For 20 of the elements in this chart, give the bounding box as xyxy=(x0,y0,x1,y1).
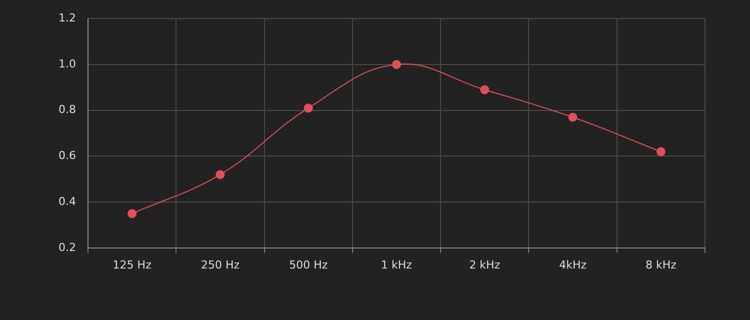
y-tick-label: 1.0 xyxy=(58,57,76,70)
point xyxy=(656,147,666,156)
x-tick-label: 125 Hz xyxy=(112,258,152,272)
x-tick-label: 1 kHz xyxy=(381,258,412,272)
y-tick-label: 1.2 xyxy=(58,11,76,24)
point xyxy=(128,209,137,218)
y-tick-label: 0.4 xyxy=(58,194,76,208)
point xyxy=(568,112,578,122)
x-tick-label: 4kHz xyxy=(559,258,587,272)
y-tick-label: 0.2 xyxy=(58,240,76,254)
x-tick-label: 250 Hz xyxy=(200,258,240,272)
x-tick-label: 500 Hz xyxy=(289,258,328,272)
x-tick-label: 2 kHz xyxy=(469,258,500,272)
point xyxy=(216,170,225,180)
point xyxy=(392,60,401,69)
x-tick-label: 8 kHz xyxy=(645,258,677,272)
y-tick-label: 0.8 xyxy=(58,103,76,116)
y-tick-label: 0.6 xyxy=(58,149,76,162)
point xyxy=(480,85,490,94)
point xyxy=(304,104,313,113)
